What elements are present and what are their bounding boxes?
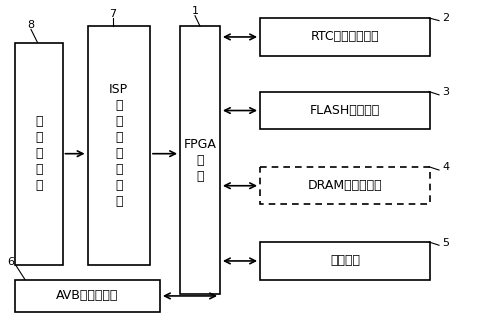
Text: RTC实时时钟电路: RTC实时时钟电路 [310,30,380,43]
Text: 配置芯片: 配置芯片 [330,254,360,267]
Text: 6: 6 [8,257,14,267]
Text: FLASH闪存电路: FLASH闪存电路 [310,104,380,117]
Text: 图
像
传
感
器: 图 像 传 感 器 [35,115,42,192]
Bar [260,18,430,56]
Text: FPGA
模
块: FPGA 模 块 [184,138,216,183]
Bar [180,26,220,294]
Text: 3: 3 [442,87,450,97]
Text: 5: 5 [442,238,450,248]
Bar [260,242,430,280]
Text: 7: 7 [109,9,116,19]
Text: 2: 2 [442,13,450,23]
Text: AVB以太网模块: AVB以太网模块 [56,289,118,302]
Text: 8: 8 [28,20,34,29]
Text: DRAM存储器电路: DRAM存储器电路 [308,179,382,192]
Text: 4: 4 [442,163,450,172]
Bar [88,26,150,265]
Text: 1: 1 [192,6,198,16]
Text: ISP
图
像
信
号
处
理
器: ISP 图 像 信 号 处 理 器 [109,83,128,208]
Bar [15,280,160,312]
Bar [15,43,62,265]
Bar [260,92,430,129]
Bar [260,167,430,204]
